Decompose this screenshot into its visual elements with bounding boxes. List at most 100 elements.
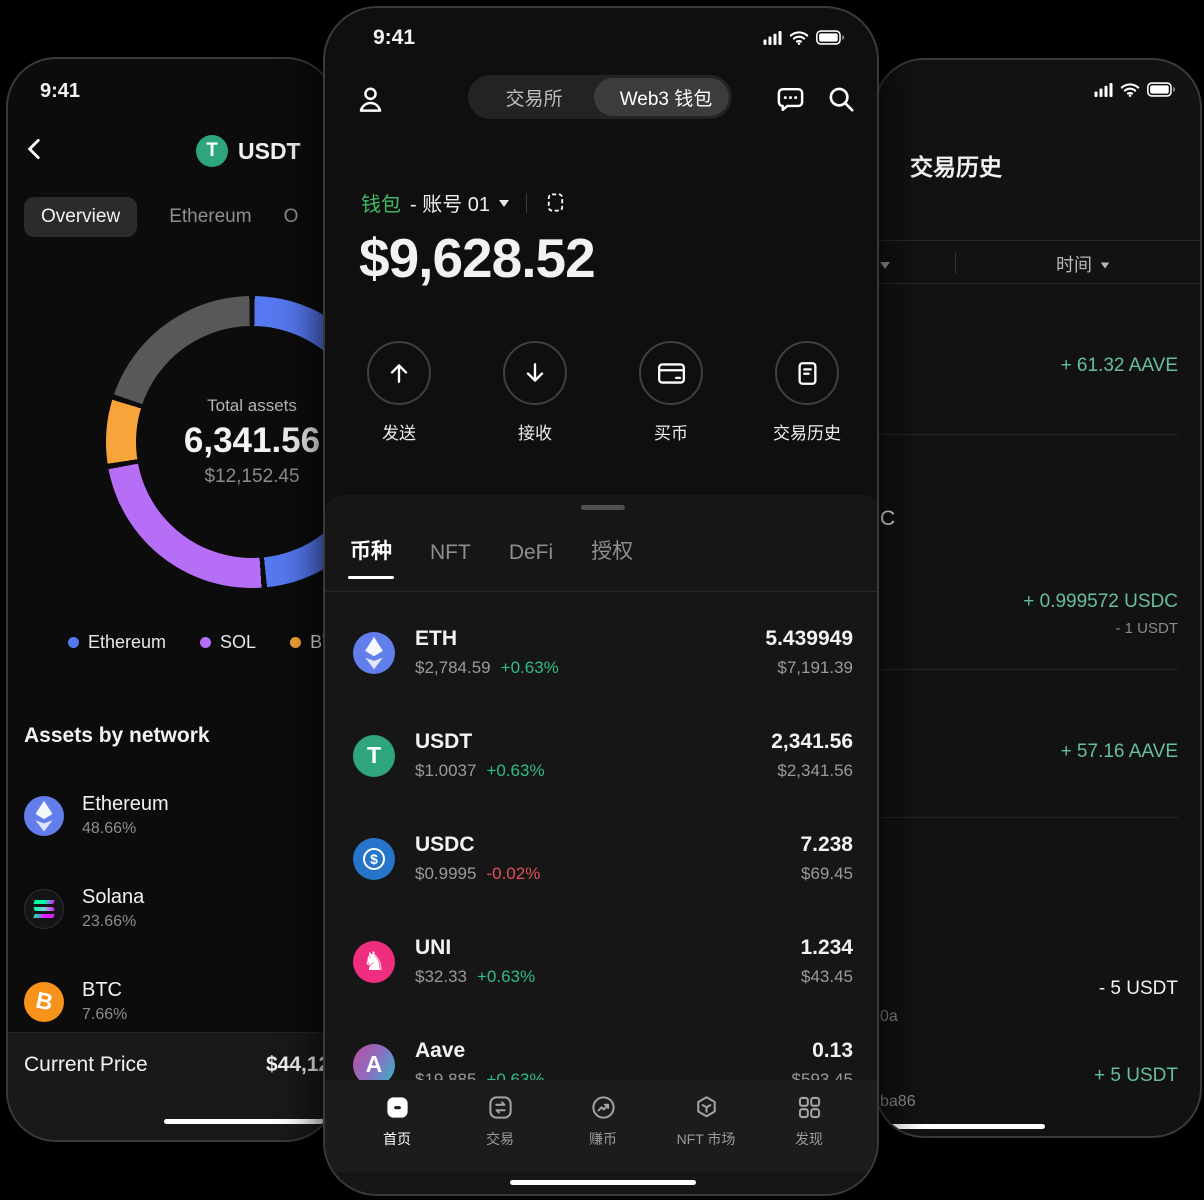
home-icon (384, 1094, 411, 1121)
signal-icon (763, 30, 782, 45)
tx-divider (876, 817, 1178, 818)
search-icon[interactable] (826, 84, 856, 114)
assets-donut-chart: Total assets 6,341.56 $12,152.45 (106, 296, 334, 588)
action-label: 买币 (654, 424, 688, 443)
profile-icon[interactable] (355, 84, 386, 115)
nav-item-nft[interactable]: NFT 市场 (664, 1094, 748, 1172)
tx-amount[interactable]: + 61.32 AAVE (1060, 355, 1178, 376)
sol-bar (33, 913, 55, 918)
token-fiat: $7,191.39 (777, 658, 853, 677)
nav-item-discover[interactable]: 发现 (767, 1094, 851, 1172)
legend-dot (68, 637, 79, 648)
total-balance: $9,628.52 (359, 227, 596, 289)
network-texts: Ethereum 48.66% (82, 793, 169, 838)
back-icon[interactable] (22, 136, 48, 162)
tx-amount[interactable]: + 0.999572 USDC (1023, 591, 1178, 612)
filter-caret-fragment[interactable] (880, 262, 890, 269)
legend-dot (290, 637, 302, 648)
right-home-indicator (878, 1124, 1045, 1129)
network-name: Solana (82, 886, 145, 908)
token-row-USDC[interactable]: $ USDC $0.9995 -0.02% 7.238 $69.45 (325, 807, 877, 910)
drag-handle[interactable] (581, 505, 625, 510)
sheet-tab-币种[interactable]: 币种 (348, 535, 394, 579)
action-history[interactable]: 交易历史 (773, 341, 841, 444)
nav-label: NFT 市场 (676, 1131, 736, 1147)
chevron-down-icon (499, 200, 510, 207)
donut-hole (136, 326, 334, 558)
chat-icon[interactable] (775, 84, 806, 115)
sort-by-time[interactable]: 时间 (1056, 251, 1110, 277)
action-label: 交易历史 (773, 424, 841, 443)
sheet-tab-NFT[interactable]: NFT (430, 541, 471, 564)
segment-exchange[interactable]: 交易所 (505, 88, 563, 110)
token-symbol: ETH (415, 627, 457, 650)
token-price: $0.9995 (415, 864, 477, 883)
token-price: $1.0037 (415, 761, 477, 780)
legend-label: SOL (220, 632, 257, 652)
segmented-selected-pill (594, 78, 729, 116)
token-price: $2,784.59 (415, 658, 491, 677)
history-filter-bar: 时间 (876, 240, 1200, 284)
network-row[interactable]: Ethereum 48.66% (24, 793, 169, 838)
action-receive[interactable]: 接收 (503, 341, 568, 444)
segment-web3-wallet[interactable]: Web3 钱包 (619, 88, 713, 110)
action-buy[interactable]: 买币 (639, 341, 704, 444)
sheet-tab-授权[interactable]: 授权 (591, 540, 634, 563)
divider (526, 192, 528, 213)
tx-text-fragment: 0a (880, 1008, 898, 1025)
tx-amount[interactable]: + 57.16 AAVE (1060, 741, 1178, 762)
total-assets-label: Total assets (207, 396, 297, 415)
legend-item: SOL (200, 632, 256, 653)
tx-amount[interactable]: + 5 USDT (1094, 1065, 1178, 1086)
discover-icon (796, 1094, 823, 1121)
current-price-bar[interactable]: Current Price $44,12 (8, 1032, 334, 1140)
nav-item-trade[interactable]: 交易 (458, 1094, 542, 1172)
token-change: -0.02% (486, 864, 541, 883)
network-texts: BTC 7.66% (82, 979, 127, 1024)
scan-icon[interactable] (544, 191, 567, 214)
token-subline: $0.9995 -0.02% (415, 864, 780, 884)
token-subline: $32.33 +0.63% (415, 967, 780, 987)
token-row-USDT[interactable]: T USDT $1.0037 +0.63% 2,341.56 $2,341.56 (325, 704, 877, 807)
token-amount: 0.13 (812, 1039, 853, 1062)
earn-icon (590, 1094, 617, 1121)
donut-legend: EthereumSOLBTC (68, 632, 334, 653)
tabs-divider (325, 591, 877, 592)
network-row[interactable]: B BTC 7.66% (24, 979, 127, 1024)
battery-icon (1147, 82, 1175, 97)
nav-label: 首页 (383, 1131, 411, 1147)
token-subline: $1.0037 +0.63% (415, 761, 751, 781)
nav-item-home[interactable]: 首页 (355, 1094, 439, 1172)
action-send[interactable]: 发送 (367, 341, 432, 444)
trade-icon (487, 1094, 514, 1121)
eth-icon (353, 631, 395, 674)
token-amount: 1.234 (800, 936, 853, 959)
token-symbol: UNI (415, 936, 452, 959)
legend-item: Ethereum (68, 632, 166, 653)
token-texts: USDT $1.0037 +0.63% (415, 730, 751, 781)
assets-sheet: 币种 NFT DeFi 授权 ETH $2,784.59 +0.63% 5.439949 $7… (325, 495, 877, 1194)
token-list: ETH $2,784.59 +0.63% 5.439949 $7,191.39 T USDT… (325, 601, 877, 1116)
nft-icon (693, 1094, 720, 1121)
wallet-account-row[interactable]: 钱包 - 账号 01 (361, 188, 567, 217)
tab-overview[interactable]: Overview (24, 197, 138, 237)
sheet-tab-DeFi[interactable]: DeFi (508, 541, 554, 564)
battery-icon (816, 30, 844, 45)
network-row[interactable]: Solana 23.66% (24, 886, 144, 931)
tx-amount[interactable]: - 5 USDT (1098, 978, 1178, 999)
signal-icon (1094, 82, 1113, 97)
nav-item-earn[interactable]: 赚币 (561, 1094, 645, 1172)
chevron-down-icon (1100, 262, 1110, 268)
left-tabs: Overview Ethereum O (24, 197, 298, 237)
nav-label: 赚币 (589, 1131, 617, 1147)
token-amount: 7.238 (800, 833, 853, 856)
token-row-ETH[interactable]: ETH $2,784.59 +0.63% 5.439949 $7,191.39 (325, 601, 877, 704)
bottom-nav: 首页 交易 赚币 NFT 市场 发现 (325, 1080, 877, 1172)
tab-partial[interactable]: O (283, 206, 299, 227)
tab-ethereum[interactable]: Ethereum (169, 206, 252, 227)
receive-icon (503, 341, 567, 405)
networks-title: Assets by network (24, 724, 210, 747)
token-row-UNI[interactable]: ♞ UNI $32.33 +0.63% 1.234 $43.45 (325, 910, 877, 1013)
history-title: 交易历史 (910, 154, 1002, 180)
tx-sub-amount: - 1 USDT (1115, 620, 1178, 637)
